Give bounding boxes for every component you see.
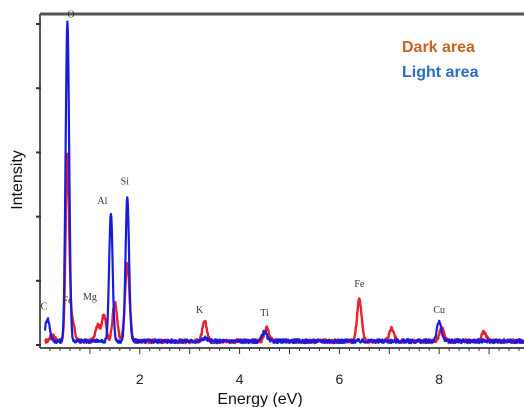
peak-label-o: O bbox=[67, 10, 74, 21]
plot-frame bbox=[39, 12, 524, 349]
peak-label-ti: Ti bbox=[260, 308, 269, 319]
peak-label-k: K bbox=[196, 305, 204, 316]
x-tick-labels: 2 4 6 8 bbox=[136, 371, 443, 387]
x-axis-ticks bbox=[49, 348, 520, 354]
x-tick-label: 8 bbox=[435, 371, 443, 387]
peak-label-si: Si bbox=[121, 177, 130, 188]
series-line-light-area bbox=[43, 20, 524, 345]
series-layer bbox=[43, 20, 524, 345]
x-tick-label: 4 bbox=[236, 371, 244, 387]
series-line-dark-area bbox=[44, 152, 524, 345]
legend-entry-light-area: Light area bbox=[402, 64, 479, 81]
legend: Dark area Light area bbox=[402, 39, 479, 81]
x-tick-label: 6 bbox=[335, 371, 343, 387]
peak-label-c: C bbox=[41, 302, 48, 313]
y-axis-label: Intensity bbox=[9, 150, 26, 210]
legend-entry-dark-area: Dark area bbox=[402, 39, 475, 56]
peak-label-al: Al bbox=[97, 196, 107, 207]
y-axis-ticks bbox=[36, 23, 41, 346]
peak-label-fe: Fe bbox=[354, 279, 365, 290]
peak-labels: O C Fe Mg Al Si K Ti Fe Cu bbox=[41, 10, 445, 320]
x-tick-label: 2 bbox=[136, 371, 144, 387]
peak-label-fe: Fe bbox=[62, 295, 73, 306]
peak-label-mg: Mg bbox=[83, 292, 97, 303]
x-axis-label: Energy (eV) bbox=[217, 391, 302, 407]
peak-label-cu: Cu bbox=[433, 305, 445, 316]
